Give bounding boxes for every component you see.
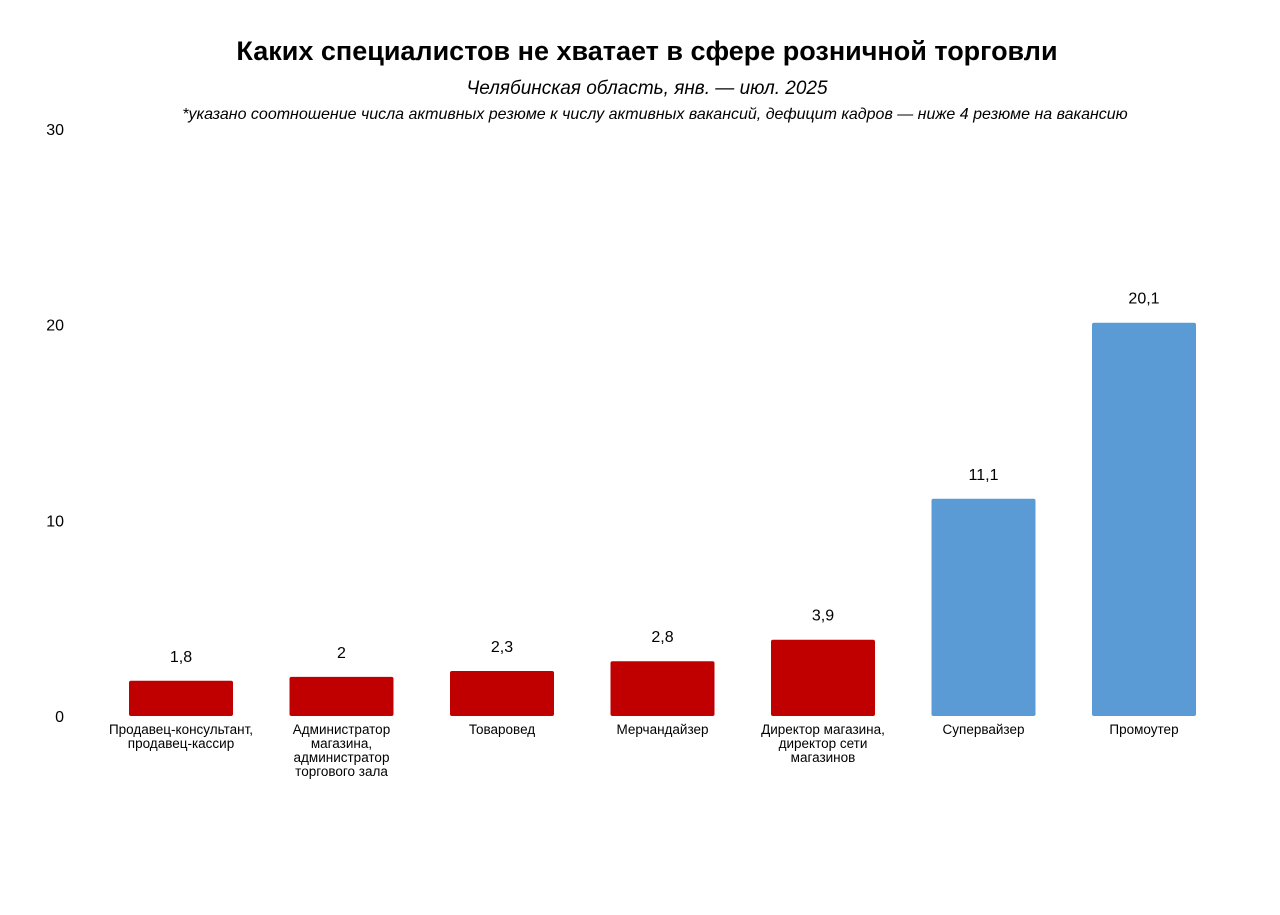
x-tick-label-line: администратор xyxy=(294,750,390,765)
x-tick-label: Супервайзер xyxy=(943,722,1025,737)
x-tick-label-line: Директор магазина, xyxy=(761,722,885,737)
x-tick-label-line: Промоутер xyxy=(1109,722,1178,737)
category-labels-group: Продавец-консультант, продавец-кассир Адми… xyxy=(109,722,1179,779)
x-tick-label-line: Супервайзер xyxy=(943,722,1025,737)
x-tick-label-line: продавец-кассир xyxy=(128,736,234,751)
data-label: 2,8 xyxy=(651,629,673,646)
bar xyxy=(450,670,554,716)
x-tick-label: Продавец-консультант, продавец-кассир xyxy=(109,722,253,751)
y-tick-label: 10 xyxy=(46,513,64,530)
data-label: 2 xyxy=(337,645,346,662)
y-tick-label: 30 xyxy=(46,122,64,139)
bar xyxy=(129,680,233,716)
chart-subtitle: Челябинская область, янв. — июл. 2025 xyxy=(466,78,828,99)
data-label: 1,8 xyxy=(170,649,192,666)
x-tick-label-line: магазинов xyxy=(791,750,856,765)
x-tick-label-line: Товаровед xyxy=(469,722,535,737)
value-labels-group: 1,8 2 2,3 2,8 3,9 11,1 20,1 xyxy=(170,291,1160,666)
y-axis: 0 10 20 30 xyxy=(46,122,64,726)
x-tick-label: Мерчандайзер xyxy=(616,722,708,737)
x-tick-label: Администратор магазина, администратор торго… xyxy=(293,722,390,779)
bar xyxy=(931,498,1036,716)
x-tick-label: Товаровед xyxy=(469,722,535,737)
x-tick-label-line: директор сети xyxy=(779,736,868,751)
data-label: 11,1 xyxy=(969,467,999,484)
bar xyxy=(1092,322,1196,716)
x-tick-label-line: торгового зала xyxy=(295,764,388,779)
data-label: 3,9 xyxy=(812,608,834,625)
data-label: 2,3 xyxy=(491,639,513,656)
x-tick-label-line: Мерчандайзер xyxy=(616,722,708,737)
chart-title: Каких специалистов не хватает в сфере ро… xyxy=(236,36,1058,66)
x-tick-label-line: Продавец-консультант, xyxy=(109,722,253,737)
x-tick-label: Директор магазина, директор сети магазинов xyxy=(761,722,885,765)
bar xyxy=(610,661,715,716)
bar xyxy=(771,639,875,716)
y-tick-label: 0 xyxy=(55,709,64,726)
x-tick-label-line: магазина, xyxy=(311,736,372,751)
data-label: 20,1 xyxy=(1128,291,1159,308)
y-tick-label: 20 xyxy=(46,318,64,335)
bars-group xyxy=(129,322,1196,716)
x-tick-label-line: Администратор xyxy=(293,722,390,737)
chart-footnote: *указано соотношение числа активных резю… xyxy=(182,106,1128,123)
x-tick-label: Промоутер xyxy=(1109,722,1178,737)
bar xyxy=(289,676,394,716)
